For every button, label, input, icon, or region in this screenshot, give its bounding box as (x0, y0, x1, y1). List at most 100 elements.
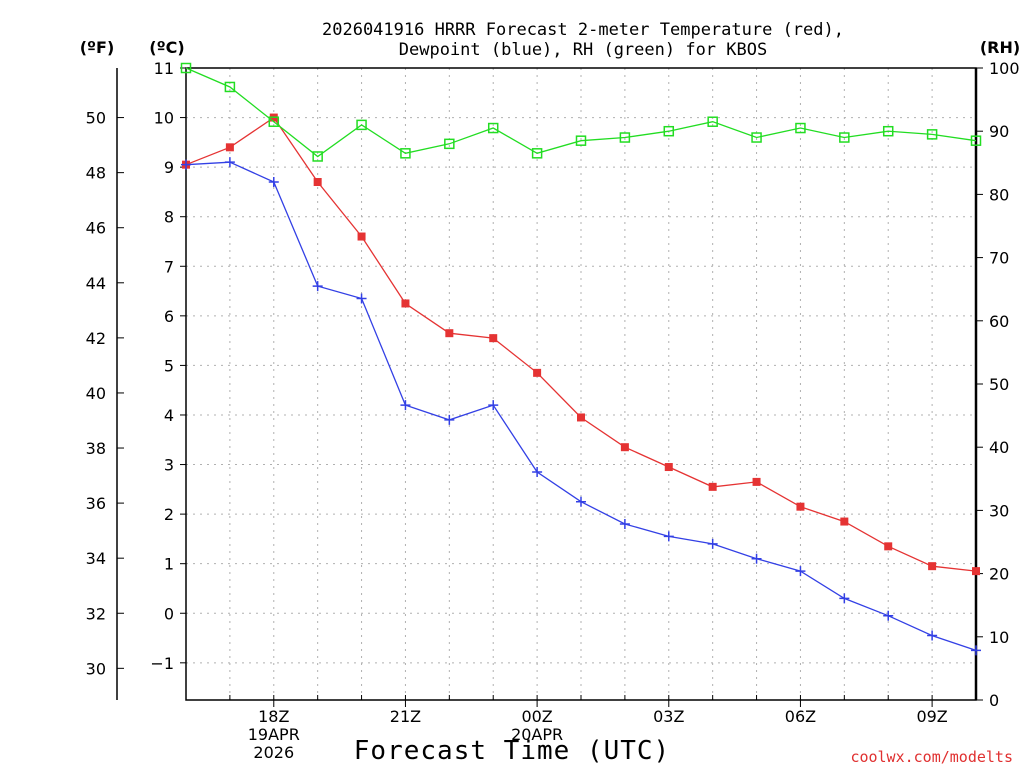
rh-tick-label: 20 (989, 565, 1009, 584)
rh-point (356, 119, 367, 131)
fahrenheit-tick-label: 42 (86, 329, 106, 348)
rh-point (795, 122, 806, 134)
chart-title-line-2: Dewpoint (blue), RH (green) for KBOS (399, 40, 767, 60)
rh-tick-label: 70 (989, 249, 1009, 268)
rh-point (312, 151, 323, 162)
temperature-point (533, 368, 542, 377)
dewpoint-point (181, 159, 191, 170)
chart-title-line-1: 2026041916 HRRR Forecast 2-meter Tempera… (322, 20, 844, 40)
dewpoint-point (927, 630, 938, 641)
dewpoint-point (268, 177, 279, 188)
celsius-tick-label: 5 (164, 356, 174, 375)
rh-tick-label: 80 (989, 185, 1009, 204)
credit-text: coolwx.com/modelts (850, 748, 1013, 766)
celsius-tick-label: 7 (164, 257, 174, 276)
dewpoint-point (356, 293, 367, 304)
rh-point (839, 132, 850, 143)
fahrenheit-tick-label: 48 (86, 164, 106, 183)
temperature-point (357, 232, 366, 241)
fahrenheit-tick-label: 30 (86, 659, 106, 678)
celsius-tick-label: 10 (154, 109, 174, 128)
rh-tick-label: 60 (989, 312, 1009, 331)
fahrenheit-tick-label: 38 (86, 439, 106, 458)
celsius-tick-label: 3 (164, 456, 174, 475)
dewpoint-point (839, 593, 850, 604)
dewpoint-point (619, 519, 630, 530)
rh-line (185, 67, 977, 158)
dewpoint-point (400, 400, 411, 411)
celsius-unit-label: (ºC) (149, 38, 184, 57)
fahrenheit-axis: 30 32 34 36 38 40 42 44 46 48 50 (86, 109, 124, 678)
rh-point (882, 125, 894, 137)
grid-lines (186, 67, 976, 700)
time-tick-label: 06Z (785, 707, 816, 726)
fahrenheit-tick-label: 46 (86, 219, 106, 238)
rh-point (751, 132, 762, 143)
temperature-point (313, 178, 322, 187)
rh-tick-label: 40 (989, 438, 1009, 457)
rh-point (970, 135, 982, 146)
fahrenheit-tick-label: 34 (86, 549, 106, 568)
temperature-point (708, 482, 717, 491)
celsius-axis: −1 0 1 2 3 4 5 6 7 8 9 10 11 (150, 59, 186, 673)
temperature-point (972, 567, 980, 576)
temperature-point (664, 463, 673, 472)
rh-point (531, 148, 543, 159)
dewpoint-point (576, 496, 586, 507)
fahrenheit-unit-label: (ºF) (80, 38, 115, 57)
rh-point (444, 138, 455, 150)
dewpoint-point (883, 610, 894, 621)
dewpoint-point (707, 538, 718, 549)
temperature-point (840, 517, 849, 526)
temperature-point (620, 443, 629, 452)
rh-point (180, 62, 192, 74)
rh-point (575, 135, 587, 146)
dewpoint-point (795, 566, 806, 577)
fahrenheit-tick-label: 32 (86, 604, 106, 623)
rh-unit-label: (RH) (980, 38, 1020, 57)
temperature-point (489, 334, 498, 343)
temperature-point (884, 542, 893, 551)
rh-point (619, 132, 631, 143)
dewpoint-point (312, 281, 323, 292)
temperature-point (577, 413, 585, 422)
rh-point (663, 125, 675, 137)
data-series (180, 62, 982, 656)
dewpoint-point (663, 531, 674, 542)
rh-axis: 0 10 20 30 40 50 60 70 80 90 100 (976, 59, 1020, 710)
fahrenheit-tick-label: 44 (86, 274, 106, 293)
temperature-point (225, 143, 234, 152)
temperature-point (752, 477, 761, 486)
dewpoint-point (971, 645, 981, 656)
celsius-tick-label: 4 (164, 406, 174, 425)
celsius-tick-label: 11 (154, 59, 174, 78)
celsius-tick-label: 6 (164, 307, 174, 326)
fahrenheit-tick-label: 40 (86, 384, 106, 403)
temperature-point (928, 562, 937, 571)
time-tick-label: 20APR (511, 725, 563, 744)
rh-tick-label: 100 (989, 59, 1020, 78)
time-tick-label: 00Z (521, 707, 552, 726)
time-tick-label: 09Z (916, 707, 947, 726)
rh-point (224, 81, 236, 93)
dewpoint-point (751, 553, 762, 564)
rh-point (400, 148, 411, 159)
celsius-tick-label: 0 (164, 604, 174, 623)
temperature-point (445, 329, 454, 338)
rh-point (926, 129, 938, 140)
celsius-tick-label: 8 (164, 208, 174, 227)
x-axis-title: Forecast Time (UTC) (354, 736, 670, 766)
rh-point (707, 116, 718, 127)
fahrenheit-tick-label: 36 (86, 494, 106, 513)
rh-tick-label: 50 (989, 375, 1009, 394)
time-tick-label: 18Z (258, 707, 289, 726)
rh-tick-label: 10 (989, 628, 1009, 647)
dewpoint-point (444, 414, 455, 425)
celsius-tick-label: 1 (164, 555, 174, 574)
dewpoint-point (224, 157, 235, 168)
time-tick-label: 21Z (390, 707, 421, 726)
temperature-point (796, 502, 805, 511)
dewpoint-point (488, 400, 499, 411)
fahrenheit-tick-label: 50 (86, 109, 106, 128)
